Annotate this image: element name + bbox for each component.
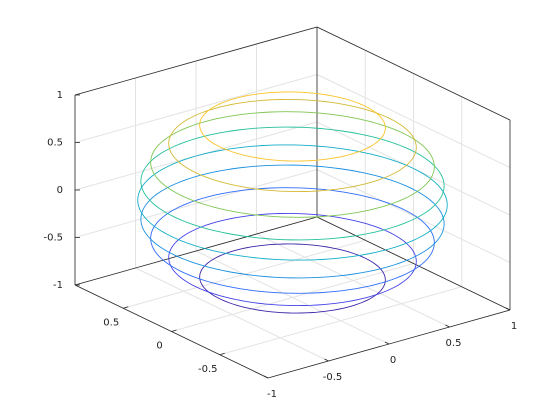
y-tick-label: 0.5 [103,317,119,328]
z-tick-label: 0 [57,185,63,196]
contour-line [140,126,445,241]
y-tick [219,352,225,356]
x-tick-label: 0.5 [446,338,462,349]
x-tick [263,375,269,379]
contour-line [137,144,448,261]
x-tick-label: 0 [390,355,396,366]
z-tick-label: 1 [57,90,63,101]
contour-line [140,164,445,279]
y-tick [123,306,129,309]
axis-box [316,26,511,121]
z-tick-label: -0.5 [43,233,63,244]
z-tick-label: -1 [53,280,63,291]
x-tick [384,341,390,345]
contour-line [168,212,417,307]
axis-box [316,216,511,311]
x-tick [445,324,450,328]
z-tick-label: 0.5 [47,138,63,149]
y-tick [171,329,177,332]
y-tick-label: -0.5 [198,364,218,375]
x-tick-label: 1 [511,321,517,332]
y-tick-label: 0 [156,341,162,352]
grid-line [316,169,511,263]
contour-line [150,111,435,218]
contour-line [168,98,417,193]
grid-line [74,169,318,238]
grid-line [316,74,511,168]
grid-line [171,263,414,332]
grid-line [74,74,318,143]
x-tick [505,307,511,311]
x-tick-label: -1 [267,389,277,400]
x-tick-label: -0.5 [323,372,343,383]
axis-box [74,216,318,286]
contour-line [150,187,435,294]
grid-line [219,286,462,356]
x-tick [324,358,329,362]
axis-box [74,26,318,96]
contour-line [199,243,386,314]
contour-line [199,91,386,162]
